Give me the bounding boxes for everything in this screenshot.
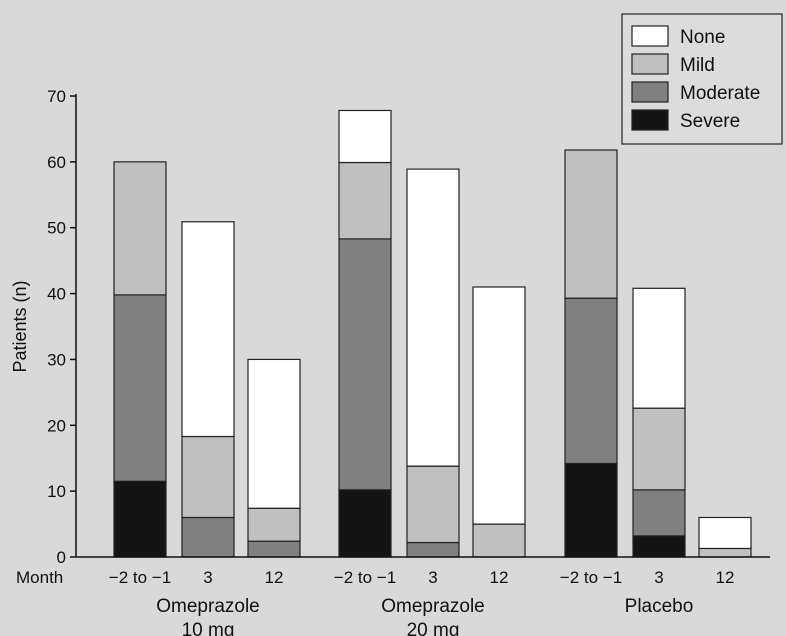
bar-mild-0 xyxy=(113,161,167,296)
bar-moderate-3 xyxy=(338,238,392,491)
x-tick-label-3: −2 to −1 xyxy=(334,568,396,587)
bar-mild-6 xyxy=(564,149,618,299)
x-tick-label-2: 12 xyxy=(265,568,284,587)
x-tick-label-5: 12 xyxy=(490,568,509,587)
bar-mild-2 xyxy=(247,507,301,542)
bar-mild-5 xyxy=(472,523,526,558)
y-tick-label-40: 40 xyxy=(47,285,66,304)
x-tick-label-0: −2 to −1 xyxy=(109,568,171,587)
bar-moderate-6 xyxy=(564,297,618,465)
legend-swatch-moderate xyxy=(631,81,669,103)
legend-label-moderate: Moderate xyxy=(680,83,760,104)
bar-moderate-0 xyxy=(113,294,167,482)
x-tick-label-1: 3 xyxy=(203,568,212,587)
bar-none-5 xyxy=(472,286,526,525)
bar-moderate-7 xyxy=(632,489,686,537)
y-tick-label-70: 70 xyxy=(47,87,66,106)
group-sublabel-1: 20 mg xyxy=(407,620,460,636)
x-axis-label: Month xyxy=(16,568,63,587)
bar-mild-4 xyxy=(406,465,460,544)
bar-moderate-4 xyxy=(406,541,460,558)
bar-moderate-1 xyxy=(181,516,235,558)
group-label-2: Placebo xyxy=(625,596,694,617)
y-axis-label: Patients (n) xyxy=(10,280,30,372)
y-tick-label-10: 10 xyxy=(47,482,66,501)
bar-mild-7 xyxy=(632,407,686,491)
y-tick-label-20: 20 xyxy=(47,416,66,435)
legend-swatch-severe xyxy=(631,109,669,131)
bar-none-2 xyxy=(247,358,301,509)
y-tick-label-60: 60 xyxy=(47,153,66,172)
group-label-0: Omeprazole xyxy=(156,596,260,617)
legend-label-none: None xyxy=(680,27,725,48)
legend-swatch-none xyxy=(631,25,669,47)
y-tick-label-50: 50 xyxy=(47,219,66,238)
group-label-1: Omeprazole xyxy=(381,596,485,617)
bar-none-1 xyxy=(181,221,235,438)
bar-none-3 xyxy=(338,109,392,164)
bar-none-4 xyxy=(406,168,460,467)
bar-severe-3 xyxy=(338,489,392,558)
bar-none-8 xyxy=(698,516,752,550)
bar-none-7 xyxy=(632,287,686,409)
x-tick-label-7: 3 xyxy=(654,568,663,587)
bar-mild-1 xyxy=(181,435,235,519)
x-tick-label-8: 12 xyxy=(716,568,735,587)
legend-swatch-mild xyxy=(631,53,669,75)
bar-severe-6 xyxy=(564,462,618,558)
group-sublabel-0: 10 mg xyxy=(182,620,235,636)
legend-label-severe: Severe xyxy=(680,111,740,132)
y-tick-label-30: 30 xyxy=(47,350,66,369)
bar-severe-0 xyxy=(113,480,167,558)
bar-mild-8 xyxy=(698,547,752,558)
bar-severe-7 xyxy=(632,535,686,558)
x-tick-label-6: −2 to −1 xyxy=(560,568,622,587)
bar-moderate-2 xyxy=(247,540,301,558)
y-tick-label-0: 0 xyxy=(57,548,66,567)
legend-label-mild: Mild xyxy=(680,55,715,76)
x-tick-label-4: 3 xyxy=(428,568,437,587)
bar-mild-3 xyxy=(338,161,392,240)
